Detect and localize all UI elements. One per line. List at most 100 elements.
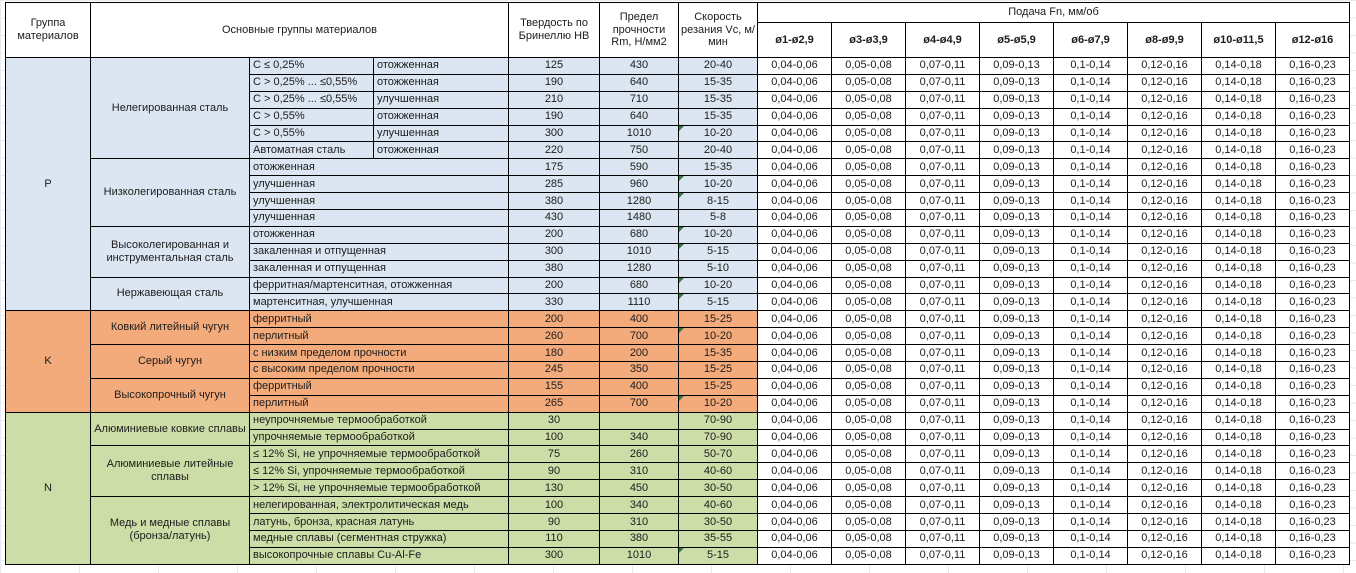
header-diameter-range: ø4-ø4,9 bbox=[905, 22, 980, 58]
table-row: Нержавеющая сталь ферритная/мартенситная,… bbox=[6, 276, 1351, 312]
cell-feed-value: 0,14-0,18 bbox=[1201, 90, 1276, 109]
cell-feed-value: 0,16-0,23 bbox=[1274, 175, 1351, 194]
cell-cutting-speed: 15-35 bbox=[678, 344, 758, 363]
cell-cutting-speed: 70-90 bbox=[678, 411, 758, 430]
cell-feed-value: 0,04-0,06 bbox=[757, 361, 832, 379]
cell-material-detail: C ≤ 0,25% bbox=[249, 57, 374, 75]
cell-feed-value: 0,09-0,13 bbox=[979, 175, 1054, 194]
cell-feed-value: 0,09-0,13 bbox=[979, 394, 1054, 413]
cell-feed-value: 0,12-0,16 bbox=[1127, 259, 1202, 278]
cell-feed-value: 0,12-0,16 bbox=[1127, 361, 1202, 379]
table-row: P Нелегированная сталь C ≤ 0,25% отожженная… bbox=[5, 56, 1351, 312]
cell-material-state: отожженная bbox=[373, 107, 509, 126]
cell-feed-value: 0,04-0,06 bbox=[757, 513, 832, 531]
cell-feed-value: 0,05-0,08 bbox=[831, 90, 906, 109]
cell-feed-value: 0,16-0,23 bbox=[1274, 513, 1351, 531]
cell-material-detail: ферритный bbox=[249, 310, 509, 329]
cell-cutting-speed: 15-35 bbox=[678, 90, 758, 109]
cell-material-subgroup: Высокопрочный чугун bbox=[90, 377, 250, 413]
cell-feed-value: 0,07-0,11 bbox=[905, 209, 980, 227]
cell-cutting-speed: 40-60 bbox=[678, 496, 758, 515]
cell-hardness-hb: 180 bbox=[508, 344, 600, 363]
cell-material-subgroup: Алюминиевые ковкие сплавы bbox=[90, 411, 250, 447]
cell-feed-value: 0,14-0,18 bbox=[1201, 259, 1276, 278]
cell-hardness-hb: 90 bbox=[508, 462, 600, 481]
cell-feed-value: 0,09-0,13 bbox=[979, 310, 1054, 329]
cell-material-detail: C > 0,25% ... ≤0,55% bbox=[249, 73, 374, 92]
cell-feed-value: 0,14-0,18 bbox=[1201, 344, 1276, 363]
header-row-top: Группа материалов Основные группы матери… bbox=[5, 2, 1351, 58]
cell-material-subgroup: Высоколегированная и инструментальная ст… bbox=[90, 225, 250, 278]
error-flag-icon bbox=[679, 193, 684, 199]
cell-feed-value: 0,1-0,14 bbox=[1053, 209, 1128, 227]
cell-feed-value: 0,12-0,16 bbox=[1127, 293, 1202, 312]
cell-feed-value: 0,04-0,06 bbox=[757, 479, 832, 498]
cell-material-detail: C > 0,55% bbox=[249, 107, 374, 126]
cell-feed-value: 0,04-0,06 bbox=[757, 259, 832, 278]
cell-strength-rm: 710 bbox=[599, 90, 679, 109]
cell-feed-value: 0,05-0,08 bbox=[831, 141, 906, 160]
cell-feed-value: 0,1-0,14 bbox=[1053, 513, 1128, 531]
cell-hardness-hb: 380 bbox=[508, 192, 600, 211]
cell-hardness-hb: 200 bbox=[508, 276, 600, 295]
cell-feed-value: 0,16-0,23 bbox=[1274, 73, 1351, 92]
table-row: латунь, бронза, красная латунь 90 310 30-50… bbox=[6, 513, 1351, 531]
cell-feed-value: 0,14-0,18 bbox=[1201, 107, 1276, 126]
cell-feed-value: 0,14-0,18 bbox=[1201, 124, 1276, 143]
cell-hardness-hb: 130 bbox=[508, 479, 600, 498]
cell-strength-rm: 590 bbox=[599, 158, 679, 177]
cell-feed-value: 0,14-0,18 bbox=[1201, 546, 1276, 565]
cell-feed-value: 0,14-0,18 bbox=[1201, 310, 1276, 329]
cell-feed-value: 0,09-0,13 bbox=[979, 192, 1054, 211]
cell-material-detail: улучшенная bbox=[249, 175, 509, 194]
cell-material-group: K bbox=[5, 310, 91, 413]
cell-strength-rm: 340 bbox=[599, 496, 679, 515]
cell-feed-value: 0,14-0,18 bbox=[1201, 141, 1276, 160]
cell-hardness-hb: 265 bbox=[508, 394, 600, 413]
cell-feed-value: 0,16-0,23 bbox=[1274, 529, 1351, 548]
cell-feed-value: 0,04-0,06 bbox=[757, 124, 832, 143]
cell-material-detail: отожженная bbox=[249, 225, 509, 244]
cell-hardness-hb: 100 bbox=[508, 428, 600, 447]
cell-feed-value: 0,14-0,18 bbox=[1201, 513, 1276, 531]
cell-hardness-hb: 200 bbox=[508, 310, 600, 329]
cell-material-detail: с низким пределом прочности bbox=[249, 344, 509, 363]
table-row: закаленная и отпущенная 380 1280 5-10 0,04-0… bbox=[6, 259, 1351, 278]
cell-material-detail: отожженная bbox=[249, 158, 509, 177]
cell-strength-rm: 380 bbox=[599, 529, 679, 548]
cell-feed-value: 0,07-0,11 bbox=[905, 276, 980, 295]
cell-feed-value: 0,05-0,08 bbox=[831, 361, 906, 379]
cell-strength-rm: 200 bbox=[599, 344, 679, 363]
cell-feed-value: 0,16-0,23 bbox=[1274, 327, 1351, 346]
cell-strength-rm: 960 bbox=[599, 175, 679, 194]
cell-feed-value: 0,1-0,14 bbox=[1053, 73, 1128, 92]
cell-feed-value: 0,14-0,18 bbox=[1201, 225, 1276, 244]
cell-feed-value: 0,05-0,08 bbox=[831, 259, 906, 278]
cell-material-detail: C > 0,25% ... ≤0,55% bbox=[249, 90, 374, 109]
cell-feed-value: 0,07-0,11 bbox=[905, 124, 980, 143]
cell-feed-value: 0,16-0,23 bbox=[1274, 428, 1351, 447]
materials-table: Группа материалов Основные группы матери… bbox=[5, 2, 1351, 565]
cell-feed-value: 0,1-0,14 bbox=[1053, 377, 1128, 396]
cell-material-state: улучшенная bbox=[373, 124, 509, 143]
table-row: Автоматная сталь отожженная 220 750 20-40 0,0… bbox=[6, 141, 1351, 160]
table-row: K Ковкий литейный чугун ферритный 200 400 15-… bbox=[5, 310, 1351, 413]
cell-feed-value: 0,04-0,06 bbox=[757, 141, 832, 160]
header-diameter-range: ø12-ø16 bbox=[1274, 22, 1351, 58]
table-row: медные сплавы (сегментная стружка) 110 380… bbox=[6, 529, 1351, 548]
cell-feed-value: 0,1-0,14 bbox=[1053, 327, 1128, 346]
cell-material-detail: C > 0,55% bbox=[249, 124, 374, 143]
cell-feed-value: 0,07-0,11 bbox=[905, 377, 980, 396]
cell-feed-value: 0,1-0,14 bbox=[1053, 141, 1128, 160]
cell-feed-value: 0,14-0,18 bbox=[1201, 394, 1276, 413]
error-flag-icon bbox=[679, 176, 684, 182]
cell-feed-value: 0,16-0,23 bbox=[1274, 546, 1351, 565]
cell-material-state: отожженная bbox=[373, 141, 509, 160]
cell-feed-value: 0,07-0,11 bbox=[905, 259, 980, 278]
cell-feed-value: 0,14-0,18 bbox=[1201, 175, 1276, 194]
cell-feed-value: 0,16-0,23 bbox=[1274, 90, 1351, 109]
cell-feed-value: 0,1-0,14 bbox=[1053, 192, 1128, 211]
cell-feed-value: 0,05-0,08 bbox=[831, 513, 906, 531]
cell-feed-value: 0,07-0,11 bbox=[905, 73, 980, 92]
cell-feed-value: 0,12-0,16 bbox=[1127, 175, 1202, 194]
